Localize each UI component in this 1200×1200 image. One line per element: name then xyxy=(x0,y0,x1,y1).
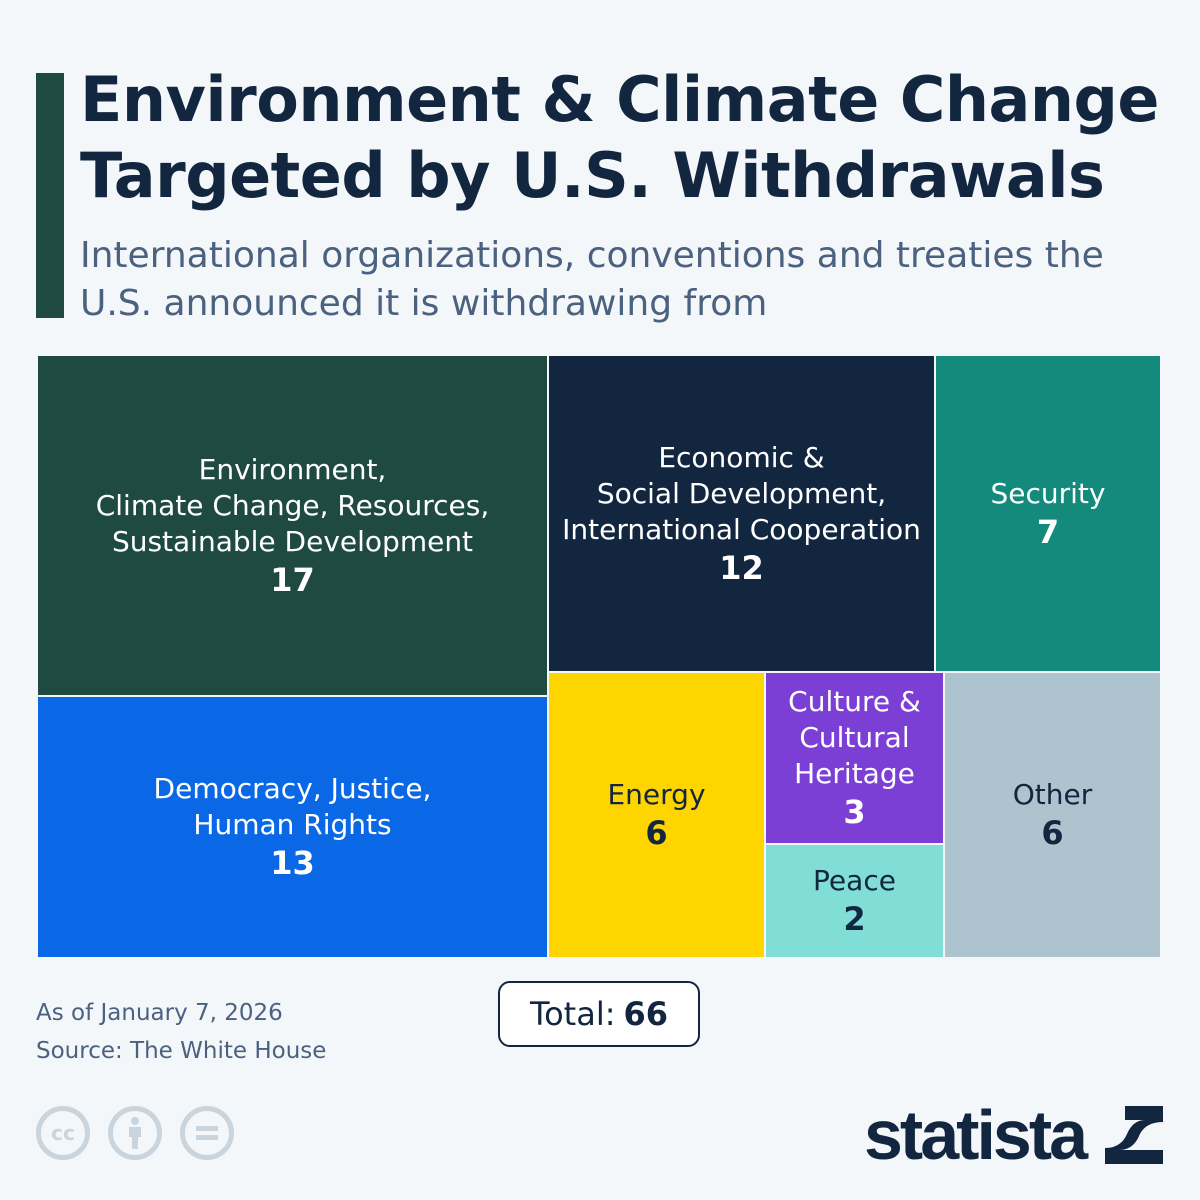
cell-value: 6 xyxy=(1041,814,1064,852)
treemap-cell-security: Security 7 xyxy=(936,356,1160,671)
cell-value: 6 xyxy=(645,814,668,852)
treemap-cell-environment: Environment, Climate Change, Resources, … xyxy=(38,356,547,695)
cell-label: Energy xyxy=(607,778,706,811)
cell-label: Environment, Climate Change, Resources, … xyxy=(95,452,490,558)
cell-value: 13 xyxy=(270,844,315,882)
no-derivatives-icon[interactable] xyxy=(180,1106,234,1160)
accent-bar xyxy=(36,73,64,318)
cell-value: 7 xyxy=(1036,512,1060,551)
treemap-cell-energy: Energy 6 xyxy=(549,673,764,957)
attribution-icon[interactable] xyxy=(108,1106,162,1160)
treemap-cell-democracy: Democracy, Justice, Human Rights 13 xyxy=(38,697,547,957)
treemap-cell-culture: Culture & Cultural Heritage 3 xyxy=(766,673,943,843)
cell-label: Peace xyxy=(813,864,896,897)
cell-value: 2 xyxy=(843,900,866,938)
total-label: Total: xyxy=(529,995,616,1033)
source-note: Source: The White House xyxy=(36,1038,327,1064)
treemap-cell-other: Other 6 xyxy=(945,673,1160,957)
cell-label: Culture & Cultural Heritage xyxy=(788,685,921,790)
cell-value: 12 xyxy=(719,548,764,587)
total-value: 66 xyxy=(623,995,669,1033)
page-title: Environment & Climate Change Targeted by… xyxy=(80,63,1159,212)
cell-label: Other xyxy=(1012,778,1093,811)
page-subtitle: International organizations, conventions… xyxy=(80,235,1104,324)
cell-value: 17 xyxy=(270,560,315,599)
cc-icon[interactable]: cc xyxy=(36,1106,90,1160)
total-badge: Total: 66 xyxy=(498,981,700,1047)
cell-label: Democracy, Justice, Human Rights xyxy=(153,772,432,841)
cell-label: Economic & Social Development, Internati… xyxy=(562,440,921,546)
statista-logo[interactable]: statista xyxy=(864,1096,1088,1174)
treemap-cell-peace: Peace 2 xyxy=(766,845,943,957)
statista-logo-mark-icon xyxy=(1105,1106,1163,1164)
cell-value: 3 xyxy=(843,793,866,831)
cell-label: Security xyxy=(990,476,1106,510)
date-note: As of January 7, 2026 xyxy=(36,1000,283,1026)
treemap-cell-economic: Economic & Social Development, Internati… xyxy=(549,356,934,671)
